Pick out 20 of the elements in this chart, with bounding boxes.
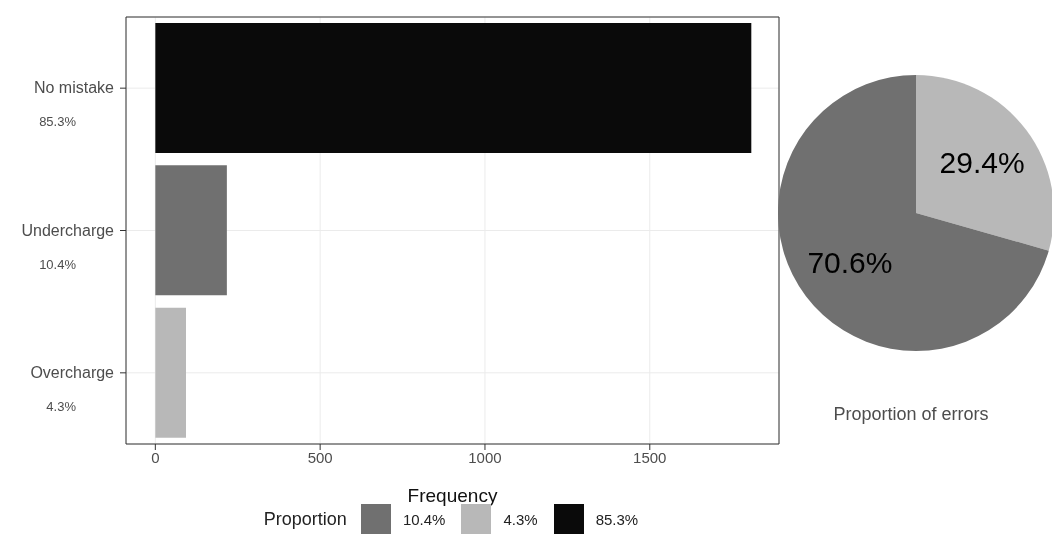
legend-label: 4.3% — [503, 510, 538, 528]
y-tick-label: No mistake — [33, 79, 115, 97]
text: 85.3% — [39, 114, 77, 130]
x-tick-label: 1000 — [468, 448, 502, 466]
text: Proportion of errors — [833, 404, 989, 424]
x-axis-title: Frequency — [407, 485, 498, 506]
x-tick-label: 500 — [307, 448, 333, 466]
data-label: 29.4% — [939, 146, 1025, 180]
legend-label: 85.3% — [595, 510, 639, 528]
text: 10.4% — [39, 256, 77, 272]
pie-slice — [916, 75, 1052, 251]
legend-title: Proportion — [263, 508, 347, 530]
y-tick-label: Overcharge — [30, 363, 115, 381]
y-tick-label: Undercharge — [21, 221, 115, 239]
x-tick-label: 1500 — [633, 448, 667, 466]
pie-slice — [778, 75, 1049, 351]
legend-label: 10.4% — [402, 510, 446, 528]
data-label: 70.6% — [807, 245, 893, 279]
x-tick-label: 0 — [151, 448, 160, 466]
text: 4.3% — [46, 398, 77, 414]
